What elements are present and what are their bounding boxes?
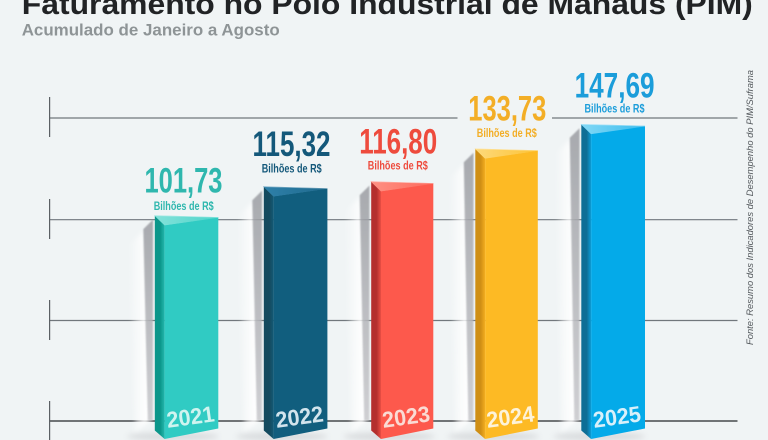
svg-text:Faturamento no Polo Industrial: Faturamento no Polo Industrial de Manaus… [22, 0, 753, 21]
svg-text:Bilhões de R$: Bilhões de R$ [262, 161, 322, 175]
svg-text:101,73: 101,73 [145, 162, 223, 201]
svg-text:Fonte: Resumo dos Indicadores: Fonte: Resumo dos Indicadores de Desempe… [745, 70, 756, 345]
svg-text:Bilhões de R$: Bilhões de R$ [154, 199, 214, 213]
svg-text:Bilhões de R$: Bilhões de R$ [368, 159, 428, 173]
svg-text:Acumulado de Janeiro a Agosto: Acumulado de Janeiro a Agosto [22, 21, 280, 40]
svg-text:Bilhões de R$: Bilhões de R$ [585, 102, 645, 116]
svg-text:133,73: 133,73 [468, 90, 546, 129]
svg-text:115,32: 115,32 [253, 125, 331, 164]
svg-text:147,69: 147,69 [575, 66, 655, 105]
svg-text:116,80: 116,80 [359, 122, 437, 161]
svg-text:Bilhões de R$: Bilhões de R$ [477, 126, 537, 140]
